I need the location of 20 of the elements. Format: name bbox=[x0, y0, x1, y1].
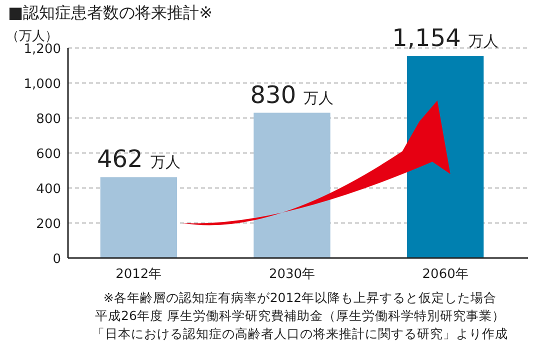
y-axis-title: （万人） bbox=[6, 29, 58, 44]
bar bbox=[254, 112, 330, 258]
y-tick-label: 800 bbox=[36, 112, 61, 127]
text: ※各年齢層の認知症有病率が2012年以降も上昇すると仮定した場合 bbox=[103, 290, 497, 305]
x-tick-label: 2030年 bbox=[268, 267, 316, 282]
y-tick-label: 600 bbox=[36, 147, 61, 162]
y-tick-label: 1,000 bbox=[24, 77, 61, 92]
data-label: 830 万人 bbox=[250, 80, 334, 109]
y-tick-label: 400 bbox=[36, 182, 61, 197]
y-tick-label: 0 bbox=[52, 252, 61, 267]
x-tick-label: 2012年 bbox=[116, 267, 162, 282]
data-label: 462 万人 bbox=[96, 145, 180, 174]
y-tick-label: 200 bbox=[36, 217, 61, 232]
data-label: 1,154 万人 bbox=[392, 24, 499, 52]
bar bbox=[100, 177, 177, 258]
text: 「日本における認知症の高齢者人口の将来推計に関する研究」より作成 bbox=[92, 326, 508, 341]
chart-title: ■認知症患者数の将来推計※ bbox=[8, 3, 213, 22]
y-tick-label: 1,200 bbox=[24, 42, 61, 57]
x-tick-label: 2060年 bbox=[422, 267, 468, 282]
text: 平成26年度 厚生労働科学研究費補助金（厚生労働科学特別研究事業） bbox=[95, 308, 505, 323]
